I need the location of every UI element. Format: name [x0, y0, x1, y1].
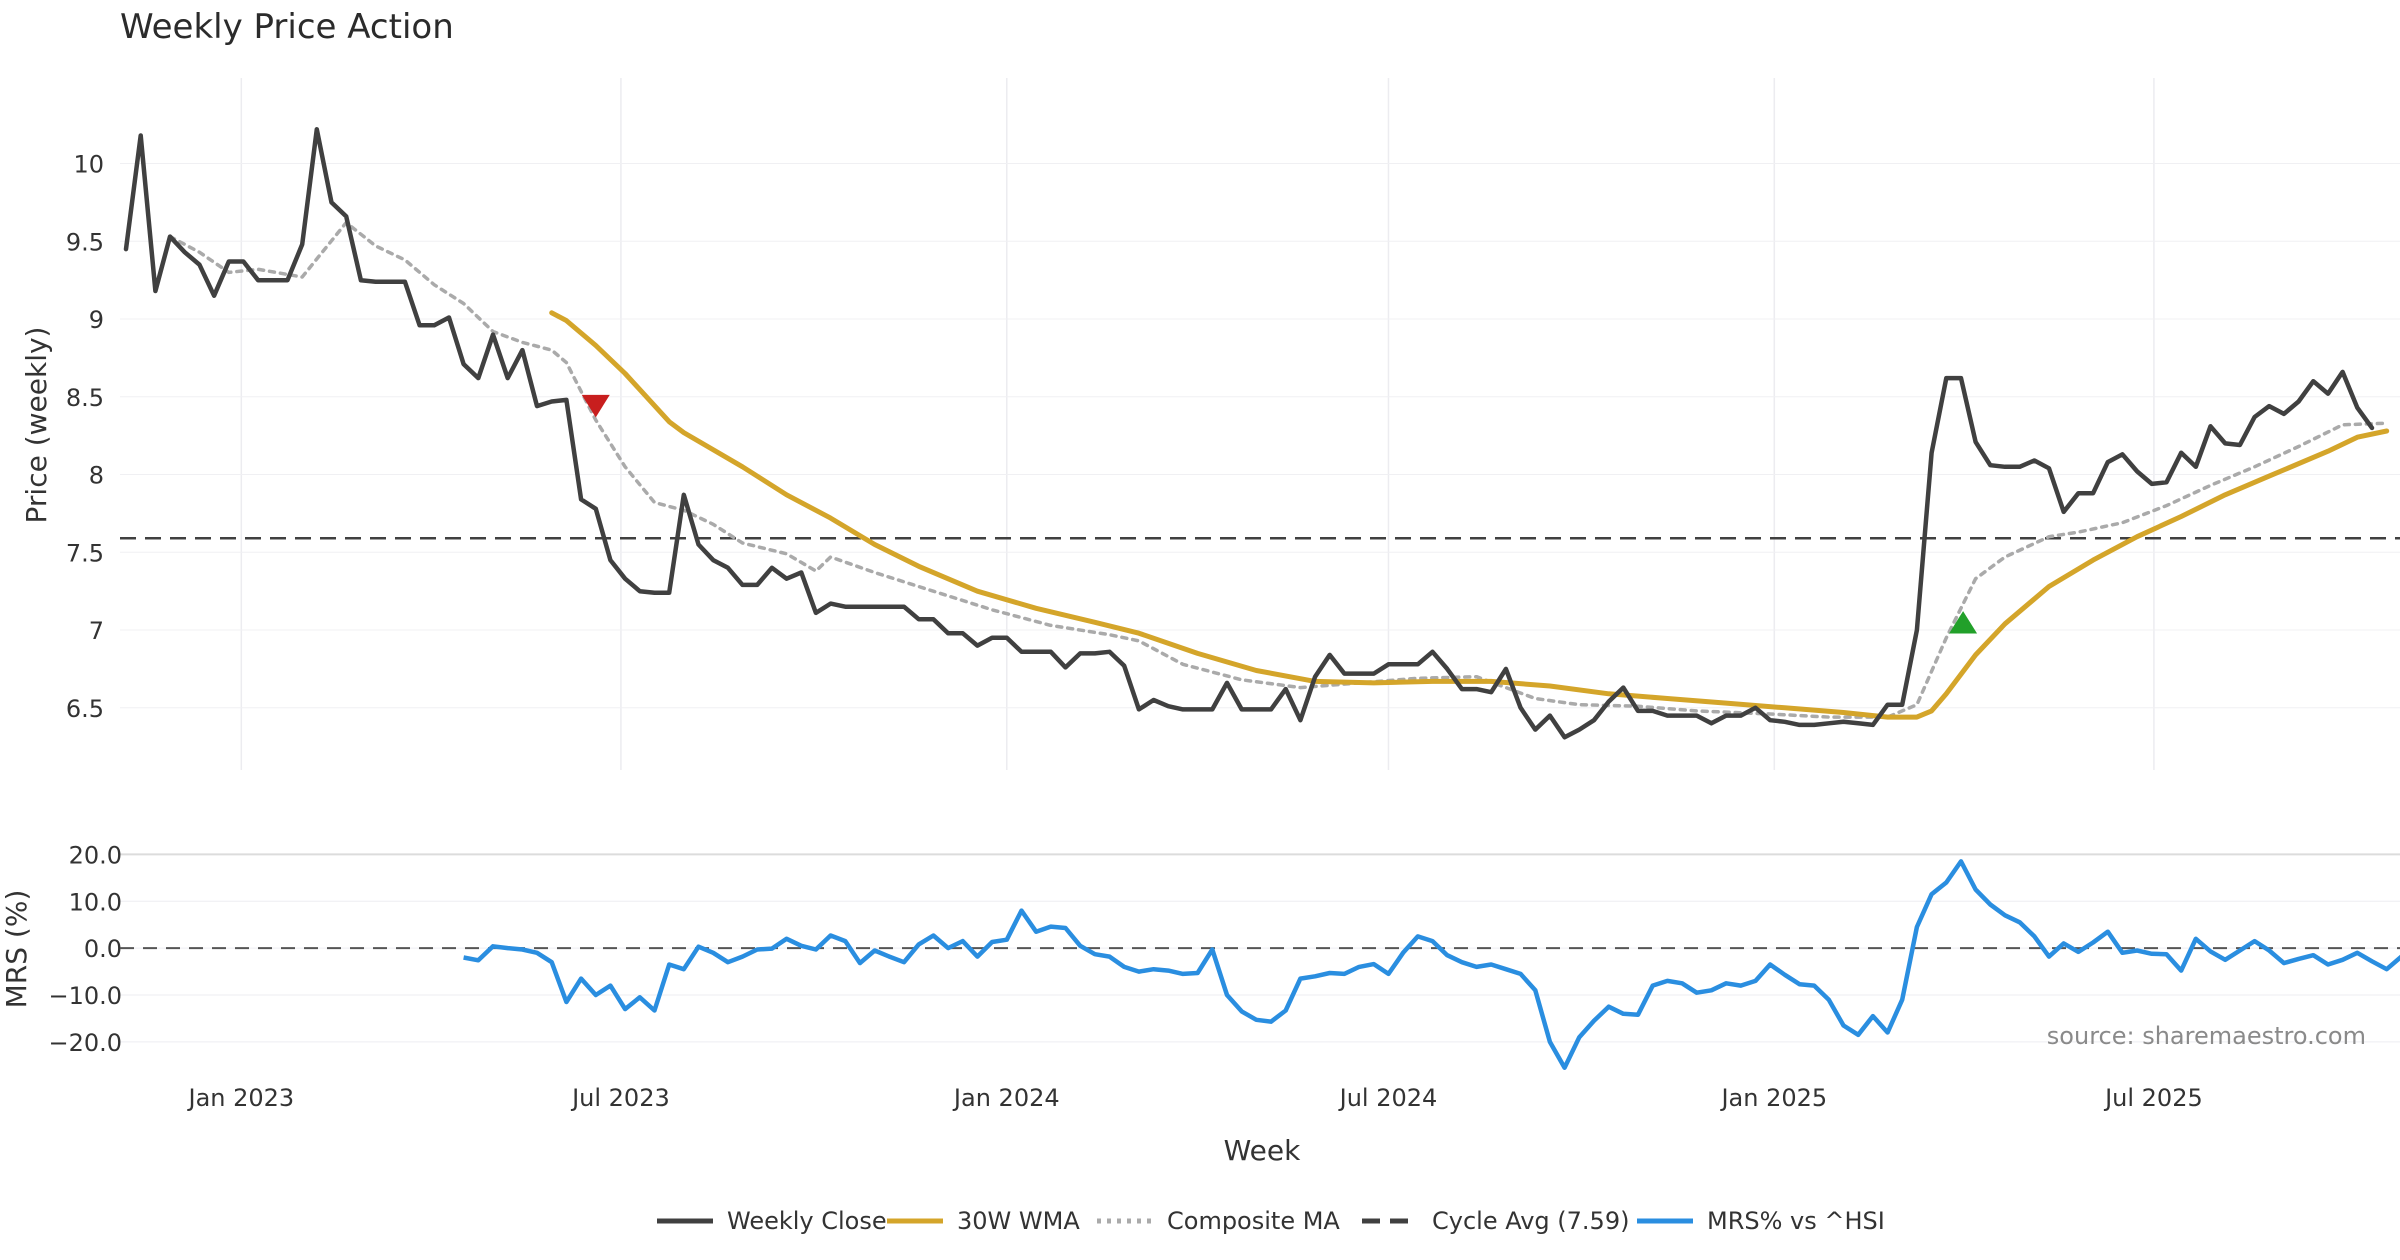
legend-label: Cycle Avg (7.59): [1432, 1207, 1629, 1235]
signal-markers: [581, 394, 1978, 634]
price-y-tick-label: 9.5: [66, 228, 104, 256]
price-series: [123, 127, 2390, 740]
price-y-tick-label: 8.5: [66, 384, 104, 412]
x-axis: Jan 2023 Jul 2023 Jan 2024 Jul 2024 Jan 2025…: [186, 1084, 2202, 1112]
weekly-close-line: [123, 127, 2375, 740]
x-tick-label: Jan 2025: [1719, 1084, 1827, 1112]
mrs-series: [463, 859, 2400, 1070]
cycle-avg-line: [120, 537, 2400, 950]
mrs-y-tick-label: 0.0: [84, 935, 122, 963]
price-y-axis: 6.5 7 7.5 8 8.5 9 9.5 10: [66, 151, 104, 723]
price-y-tick-label: 6.5: [66, 695, 104, 723]
x-tick-label: Jul 2024: [1338, 1084, 1438, 1112]
composite-ma-line: [168, 220, 2389, 719]
mrs-y-tick-label: −20.0: [48, 1029, 122, 1057]
x-tick-label: Jul 2023: [570, 1084, 670, 1112]
legend-label: 30W WMA: [957, 1207, 1080, 1235]
mrs-y-tick-label: 20.0: [69, 841, 122, 869]
mrs-vs-hsi-line: [463, 859, 2400, 1070]
price-y-axis-label: Price (weekly): [20, 327, 53, 524]
mrs-y-tick-label: 10.0: [69, 888, 122, 916]
legend-label: Weekly Close: [727, 1207, 887, 1235]
buy-signal-marker: [1949, 611, 1978, 634]
price-y-tick-label: 8: [89, 462, 104, 490]
sell-signal-marker: [581, 394, 610, 418]
price-y-tick-label: 10: [73, 151, 104, 179]
wma-30w-line: [549, 310, 2390, 720]
source-note: source: sharemaestro.com: [2047, 1022, 2366, 1050]
x-tick-label: Jan 2023: [186, 1084, 294, 1112]
mrs-y-axis: 20.0 10.0 0.0 −10.0 −20.0: [48, 841, 122, 1057]
legend-label: MRS% vs ^HSI: [1707, 1207, 1885, 1235]
chart-title: Weekly Price Action: [120, 7, 454, 47]
x-tick-label: Jan 2024: [952, 1084, 1060, 1112]
price-y-tick-label: 9: [89, 306, 104, 334]
mrs-y-tick-label: −10.0: [48, 982, 122, 1010]
price-panel-grid: [120, 78, 2400, 770]
chart-legend: Weekly Close 30W WMA Composite MA Cycle Avg…: [657, 1207, 1885, 1235]
mrs-y-axis-label: MRS (%): [0, 890, 33, 1009]
legend-label: Composite MA: [1167, 1207, 1340, 1235]
x-axis-label: Week: [1224, 1134, 1301, 1167]
price-y-tick-label: 7: [89, 617, 104, 645]
price-y-tick-label: 7.5: [66, 539, 104, 567]
x-tick-label: Jul 2025: [2103, 1084, 2203, 1112]
